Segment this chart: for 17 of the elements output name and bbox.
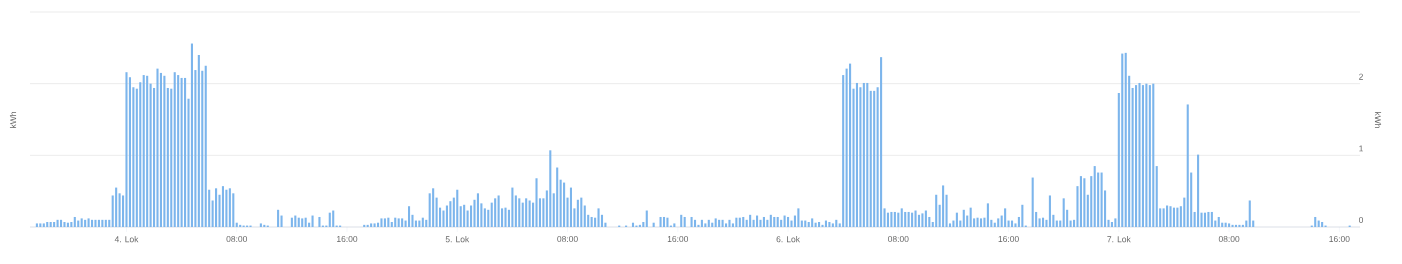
y-tick-label: 0	[1359, 216, 1364, 223]
y-tick-label: 2	[1359, 73, 1363, 80]
x-tick-label: 6. Lok	[776, 236, 800, 243]
x-tick-label: 08:00	[557, 236, 578, 243]
x-tick-label: 5. Lok	[445, 236, 470, 243]
x-tick-label: 7. Lok	[1107, 236, 1131, 243]
x-tick-label: 16:00	[667, 236, 689, 243]
x-tick-label: 4. Lok	[114, 236, 139, 243]
x-tick-label: 08:00	[226, 236, 248, 243]
y-axis-title: kWh	[9, 112, 17, 128]
x-tick-label: 16:00	[337, 236, 358, 243]
x-tick-label: 16:00	[998, 236, 1019, 243]
x-tick-label: 08:00	[1218, 236, 1240, 243]
y2-axis-title: kWh	[1374, 112, 1382, 128]
x-tick-label: 16:00	[1329, 236, 1350, 243]
x-tick-label: 08:00	[888, 236, 909, 243]
y-tick-label: 1	[1359, 145, 1363, 152]
